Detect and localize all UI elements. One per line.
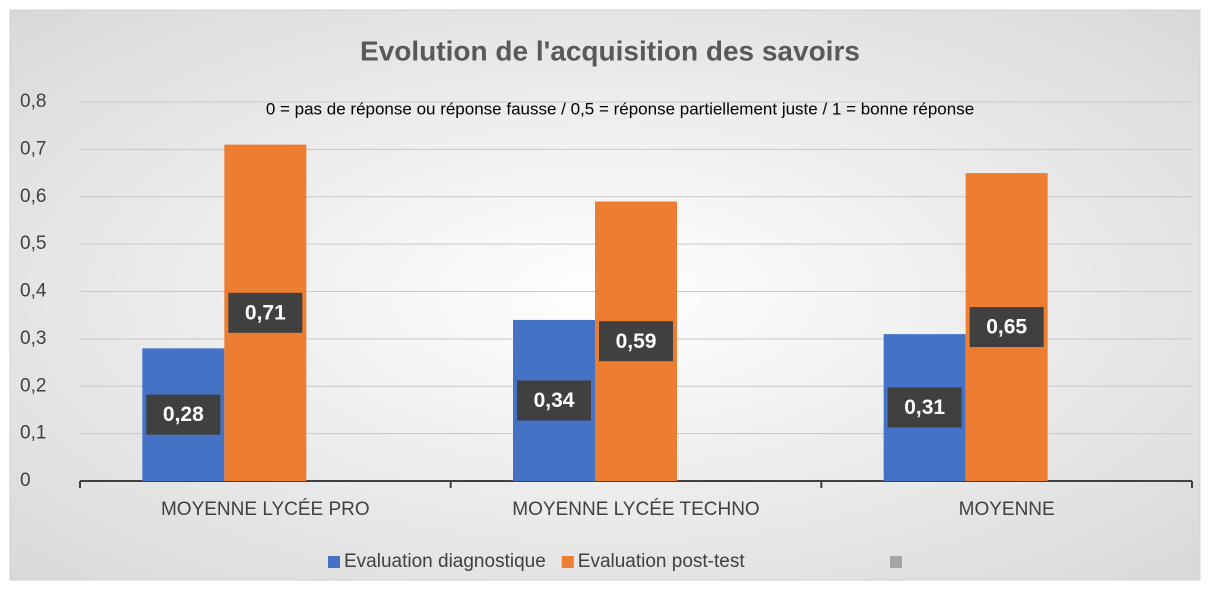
legend-swatch <box>561 556 574 568</box>
data-label-box <box>228 292 303 333</box>
data-label-box <box>517 380 591 421</box>
y-tick-label: 0 <box>20 470 31 491</box>
y-tick-label: 0,7 <box>20 138 46 159</box>
data-label: 0,71 <box>245 301 286 324</box>
legend-swatch <box>890 556 902 568</box>
x-tick-label: MOYENNE LYCÉE TECHNO <box>512 499 759 520</box>
data-label: 0,28 <box>163 403 204 426</box>
legend-swatch <box>328 556 340 568</box>
chart-title: Evolution de l'acquisition des savoirs <box>360 35 860 66</box>
y-tick-label: 0,5 <box>20 233 46 254</box>
legend-label: Evaluation post-test <box>578 551 746 572</box>
y-tick-label: 0,2 <box>20 375 46 396</box>
y-tick-label: 0,6 <box>20 186 46 207</box>
legend-label: Evaluation diagnostique <box>344 551 546 572</box>
data-label: 0,59 <box>616 330 657 353</box>
data-label-box <box>146 394 221 435</box>
chart-subtitle: 0 = pas de réponse ou réponse fausse / 0… <box>266 99 974 118</box>
data-label-box <box>887 387 962 428</box>
data-label-box <box>599 321 673 362</box>
data-label: 0,34 <box>534 389 575 412</box>
data-label: 0,31 <box>904 396 945 419</box>
y-tick-label: 0,4 <box>20 281 47 302</box>
x-tick-label: MOYENNE <box>959 499 1055 520</box>
y-tick-label: 0,1 <box>20 423 46 444</box>
y-tick-label: 0,8 <box>20 91 46 112</box>
data-label: 0,65 <box>986 316 1027 339</box>
x-tick-label: MOYENNE LYCÉE PRO <box>161 499 370 520</box>
data-label-box <box>969 307 1044 348</box>
y-tick-label: 0,3 <box>20 328 46 349</box>
